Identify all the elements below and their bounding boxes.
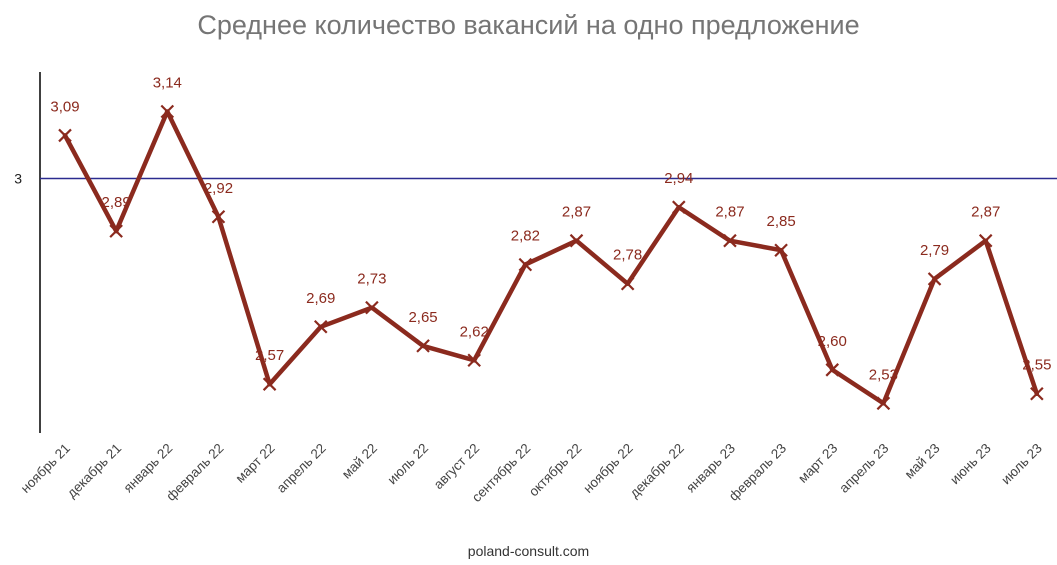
source-caption: poland-consult.com	[467, 543, 590, 559]
x-tick-label: январь 22	[121, 441, 176, 496]
data-label: 2,73	[357, 271, 386, 288]
data-label: 2,85	[766, 213, 795, 230]
data-point	[365, 300, 379, 315]
data-label: 2,60	[818, 333, 847, 350]
data-point	[262, 377, 277, 391]
data-point	[723, 233, 737, 248]
x-tick-label: ноябрь 21	[18, 441, 73, 496]
data-label: 2,87	[562, 204, 591, 221]
data-point	[467, 353, 481, 368]
x-tick-label: апрель 22	[274, 441, 329, 496]
x-tick-label: апрель 23	[836, 441, 891, 496]
data-point	[672, 200, 686, 214]
data-point	[416, 339, 430, 353]
data-label: 2,94	[664, 170, 693, 187]
data-label: 2,65	[408, 309, 437, 326]
data-point	[774, 243, 788, 258]
data-point	[518, 257, 533, 272]
data-label: 2,62	[460, 323, 489, 340]
data-label: 2,69	[306, 290, 335, 307]
data-labels-group: 3,09 2,89 3,14 2,92 2,57 2,69 2,73 2,65 2,62 2,82…	[50, 75, 1051, 384]
x-tick-label: июль 23	[998, 441, 1045, 488]
x-tick-label: декабрь 22	[627, 441, 687, 501]
data-label: 2,87	[971, 204, 1000, 221]
series-line	[62, 109, 1040, 406]
data-label: 2,89	[102, 194, 131, 211]
data-label: 3,14	[153, 75, 182, 92]
data-label: 2,78	[613, 247, 642, 264]
data-label: 2,92	[204, 180, 233, 197]
x-tick-label: июль 22	[384, 441, 431, 488]
x-tick-label: август 22	[431, 441, 483, 493]
chart-title: Среднее количество вакансий на одно пред…	[197, 10, 860, 40]
data-point	[313, 319, 328, 334]
x-tick-label: ноябрь 22	[580, 441, 635, 496]
x-tick-label: июнь 23	[947, 441, 994, 488]
data-point	[978, 233, 993, 248]
x-tick-label: май 23	[902, 441, 943, 482]
data-label: 2,87	[715, 204, 744, 221]
data-point	[620, 276, 635, 291]
x-tick-label: март 22	[232, 441, 277, 486]
data-label: 3,09	[50, 98, 79, 115]
x-tick-label: март 23	[795, 441, 840, 486]
reference-line-label: 3	[14, 170, 22, 186]
data-point	[927, 272, 942, 286]
data-point	[1030, 386, 1044, 401]
data-label: 2,79	[920, 242, 949, 259]
data-point	[876, 396, 891, 411]
data-point	[569, 233, 584, 248]
data-label: 2,82	[511, 228, 540, 245]
series-group	[58, 104, 1044, 411]
x-tick-label: май 22	[339, 441, 380, 482]
x-tick-label: январь 23	[683, 441, 738, 496]
data-point	[58, 128, 72, 143]
x-tick-label: декабрь 21	[64, 441, 124, 501]
data-label: 2,57	[255, 347, 284, 364]
data-point	[211, 209, 226, 224]
data-label: 2,53	[869, 366, 898, 383]
x-tick-label: октябрь 22	[526, 441, 585, 500]
data-point	[160, 104, 175, 119]
data-point	[825, 363, 840, 377]
data-label: 2,55	[1022, 357, 1051, 374]
data-point	[109, 224, 123, 238]
